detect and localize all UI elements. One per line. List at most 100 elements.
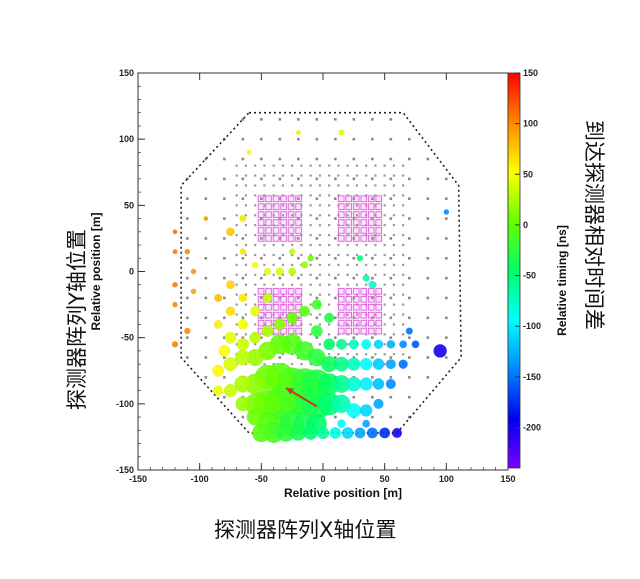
detector-point — [445, 177, 448, 181]
detector-point — [365, 234, 368, 237]
detector-point — [402, 174, 405, 177]
dense-array-cell — [280, 195, 287, 202]
dense-array-cell — [257, 219, 265, 226]
dense-array-cell — [353, 235, 360, 242]
detector-point — [254, 293, 257, 296]
detector-point — [392, 214, 396, 217]
dense-array-cell — [345, 219, 353, 226]
dense-array-cell — [287, 303, 295, 311]
detector-point — [309, 323, 312, 326]
detector-point — [346, 313, 349, 316]
hit-marker — [385, 358, 397, 370]
hit-marker — [184, 327, 191, 335]
dense-array-cell — [375, 303, 383, 311]
detector-point — [334, 237, 337, 240]
dense-array-cell — [345, 203, 353, 210]
detector-point — [235, 273, 238, 276]
detector-point — [223, 177, 226, 181]
detector-point — [346, 293, 349, 296]
detector-point — [309, 174, 312, 177]
hit-marker — [239, 248, 247, 255]
detector-point — [392, 293, 396, 296]
detector-point — [374, 164, 377, 167]
detector-point — [346, 164, 349, 167]
detector-point — [426, 197, 430, 201]
detector-point — [337, 333, 340, 336]
detector-point — [365, 253, 368, 257]
detector-point — [365, 184, 368, 187]
dense-array-cell — [368, 288, 375, 295]
detector-point — [328, 164, 331, 167]
detector-point — [315, 336, 319, 339]
hit-marker — [237, 319, 249, 330]
detector-point — [186, 296, 189, 300]
dense-array-cell — [360, 303, 368, 311]
detector-point — [278, 217, 282, 220]
detector-point — [309, 253, 312, 257]
detector-point — [235, 253, 238, 257]
detector-point — [300, 283, 303, 286]
detector-point — [263, 363, 266, 366]
detector-point — [272, 243, 275, 247]
dense-array-cell — [345, 288, 353, 295]
detector-point — [328, 194, 331, 197]
detector-point — [445, 296, 448, 300]
detector-point — [334, 197, 337, 201]
detector-point — [281, 293, 285, 296]
dense-array-cell — [272, 203, 280, 210]
detector-point — [241, 137, 245, 141]
detector-point — [389, 177, 393, 181]
detector-point — [402, 253, 405, 257]
dense-array-cell — [280, 235, 287, 242]
detector-point — [337, 273, 340, 276]
detector-point — [260, 137, 263, 141]
detector-point — [300, 164, 303, 167]
dense-array-cell — [257, 227, 265, 234]
detector-point — [374, 253, 377, 257]
detector-point — [374, 243, 377, 247]
dense-array-cell — [360, 203, 368, 210]
dense-array-cell — [265, 235, 272, 242]
detector-point — [244, 243, 248, 247]
detector-point — [346, 253, 349, 257]
detector-point — [352, 118, 356, 121]
dense-array-cell — [368, 235, 375, 242]
detector-point — [389, 376, 393, 379]
detector-point — [392, 194, 396, 197]
detector-point — [235, 343, 238, 346]
dense-array-cell — [295, 235, 302, 242]
hit-marker — [213, 320, 223, 329]
detector-point — [315, 177, 319, 181]
detector-point — [352, 137, 356, 141]
detector-point — [389, 217, 393, 220]
detector-point — [374, 234, 377, 237]
detector-point — [371, 276, 374, 280]
detector-point — [254, 234, 257, 237]
detector-point — [392, 224, 396, 227]
detector-point — [278, 296, 282, 300]
hit-marker — [368, 280, 377, 289]
detector-point — [328, 174, 331, 177]
detector-point — [408, 237, 411, 240]
hit-marker — [338, 129, 345, 136]
dense-array-cell — [257, 303, 265, 311]
dense-array-cell — [280, 311, 287, 319]
detector-point — [297, 197, 300, 201]
detector-point — [235, 323, 238, 326]
detector-point — [371, 376, 374, 379]
detector-point — [365, 293, 368, 296]
detector-point — [241, 316, 245, 320]
detector-point — [260, 256, 263, 260]
detector-point — [365, 353, 368, 356]
detector-point — [204, 197, 208, 201]
detector-point — [346, 194, 349, 197]
detector-point — [408, 296, 411, 300]
detector-point — [281, 234, 285, 237]
y-tick-label: -150 — [116, 465, 134, 475]
hit-marker — [303, 425, 318, 441]
dense-array-cell — [375, 319, 383, 327]
dense-array-cell — [368, 303, 375, 311]
hit-marker — [263, 267, 272, 276]
colorbar-tick-label: -50 — [523, 271, 536, 281]
detector-point — [309, 194, 312, 197]
